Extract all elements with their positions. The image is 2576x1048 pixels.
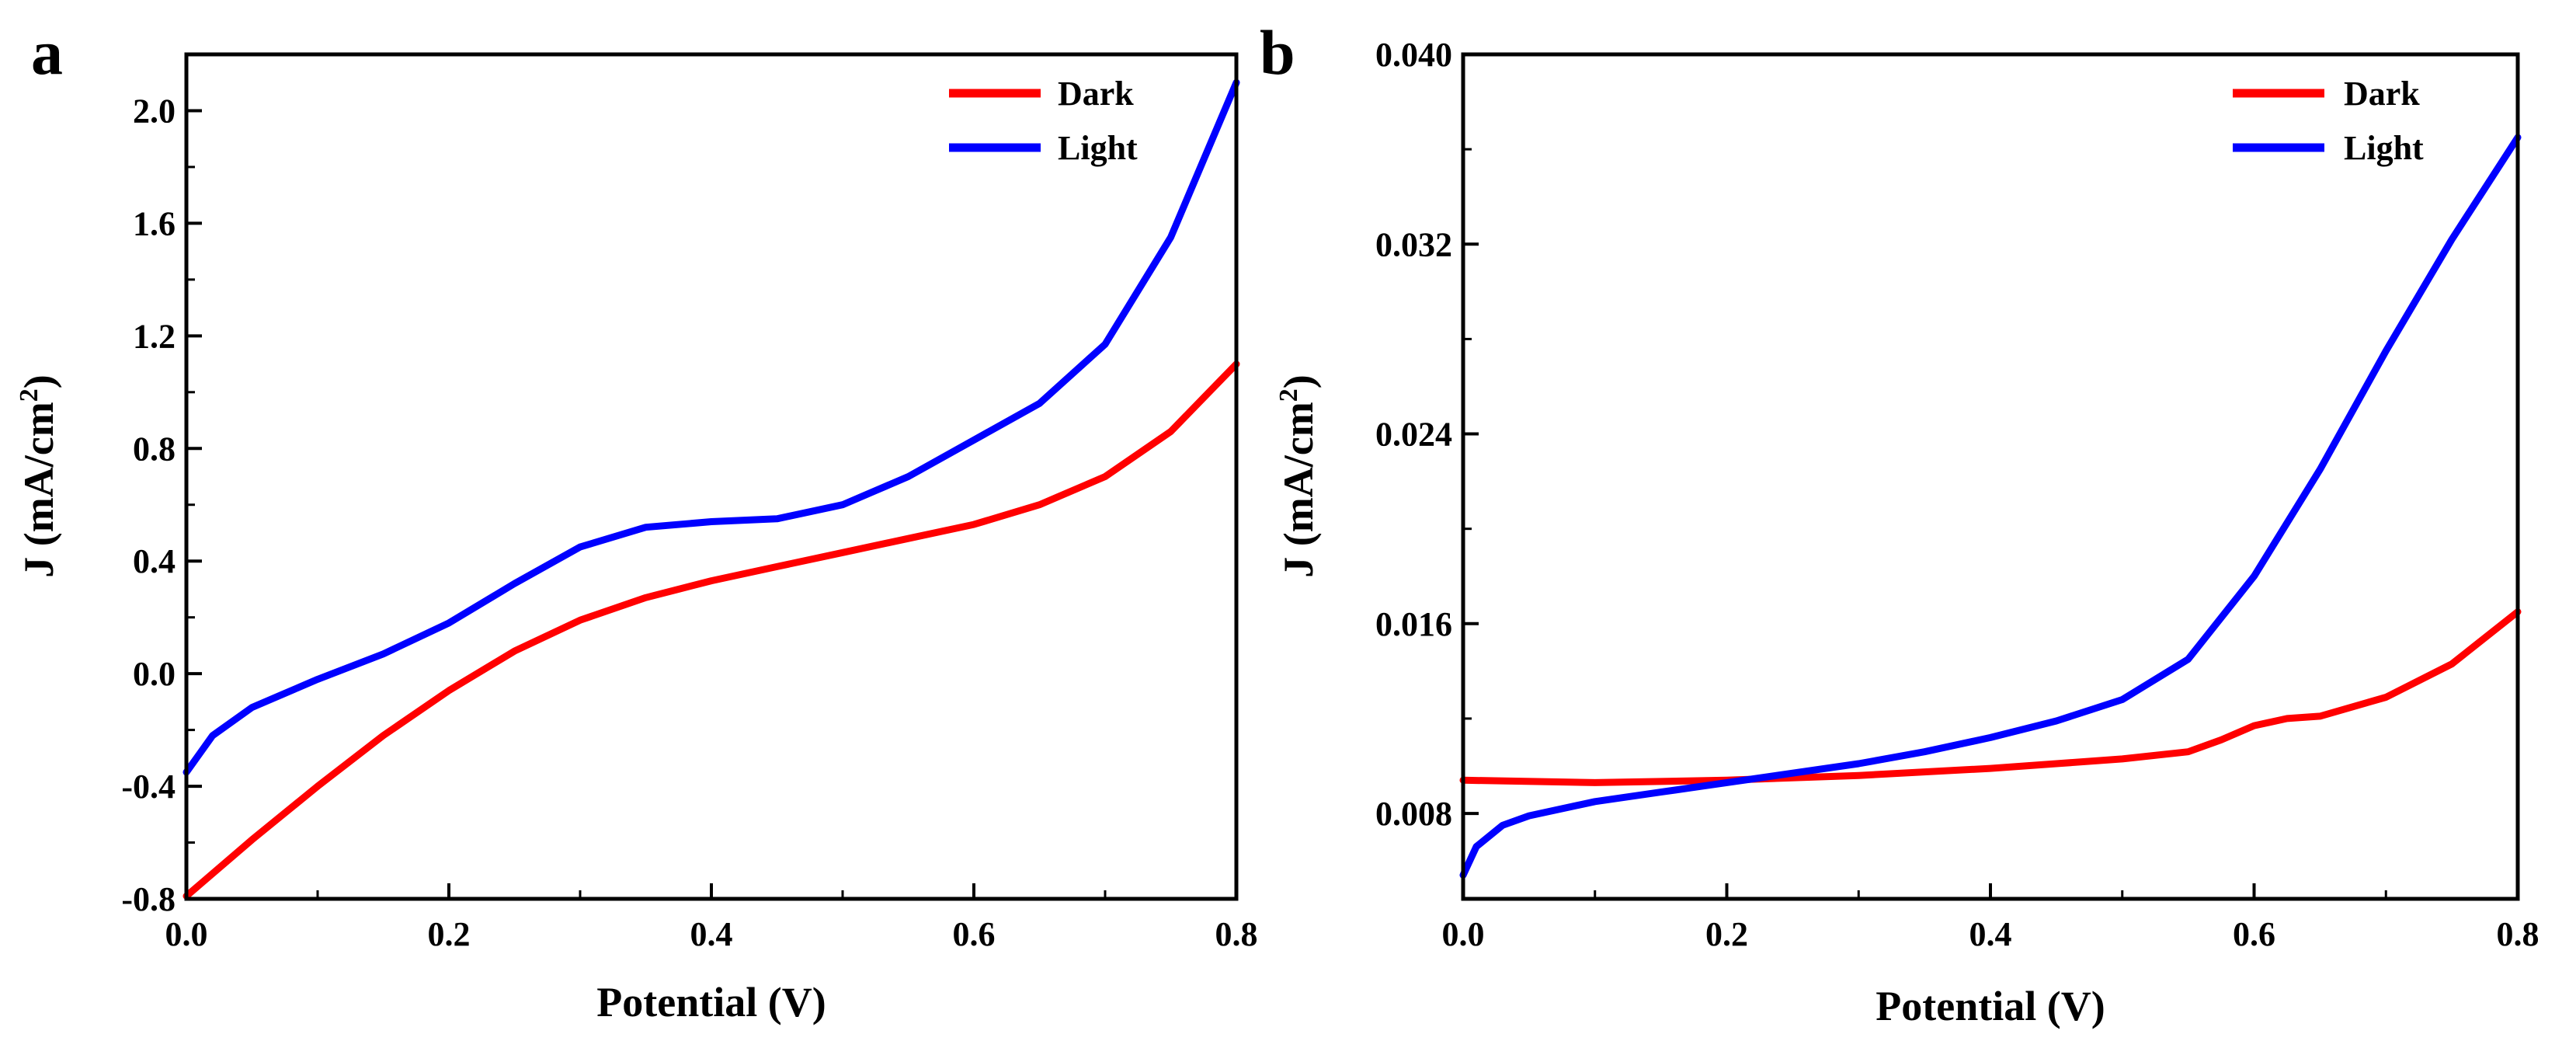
panel-a-x-tick-label: 0.2 (428, 915, 471, 953)
panel-a-x-tick-label: 0.4 (690, 915, 733, 953)
panel-a-frame (184, 52, 1239, 901)
panel-letter-b: b (1260, 17, 1295, 88)
panel-a: a 0.0 0.2 0.4 0.6 0.8 -0.8 -0.4 0.0 0.4 0.8 1.2 1.6… (15, 17, 1258, 1025)
panel-b-ticks: 0.0 0.2 0.4 0.6 0.8 0.008 0.016 0.024 0.032 0.040 (1375, 36, 2539, 953)
panel-a-series-dark-line (183, 360, 1240, 900)
panel-b-x-axis-title: Potential (V) (1876, 983, 2105, 1029)
panel-a-y-title-close: ) (16, 374, 62, 388)
panel-a-y-title-main: J (mA/cm (16, 402, 62, 577)
panel-a-y-axis-title: J (mA/cm2) (15, 374, 62, 577)
panel-b-marks (1459, 134, 2522, 879)
panel-a-y-tick-label: 1.2 (133, 317, 176, 355)
panel-letter-a: a (31, 17, 63, 88)
panel-b-y-tick-label: 0.032 (1375, 225, 1452, 263)
panel-b-y-title-close: ) (1275, 374, 1322, 388)
panel-b-frame (1461, 52, 2520, 901)
panel-a-y-title-sup: 2 (15, 388, 43, 402)
panel-b-x-tick-label: 0.0 (1442, 915, 1485, 953)
panel-a-series-light-line (183, 78, 1240, 776)
panel-b-y-tick-label: 0.008 (1375, 795, 1452, 833)
panel-a-y-tick-label: -0.4 (121, 768, 176, 806)
panel-b-y-tick-label: 0.024 (1375, 416, 1452, 454)
panel-a-y-tick-label: -0.8 (121, 880, 176, 918)
panel-b-y-title-sup: 2 (1274, 388, 1303, 402)
panel-a-legend: Dark Light (949, 75, 1138, 167)
panel-b-y-tick-label: 0.016 (1375, 605, 1452, 643)
panel-b-y-axis-title: J (mA/cm2) (1274, 374, 1322, 577)
panel-a-y-tick-label: 0.0 (133, 655, 176, 693)
panel-b-legend: Dark Light (2233, 75, 2424, 167)
panel-b-series-light-line (1459, 134, 2522, 879)
panel-a-marks (183, 78, 1240, 900)
panel-b-series-dark-line (1459, 608, 2522, 786)
panel-a-ticks: 0.0 0.2 0.4 0.6 0.8 -0.8 -0.4 0.0 0.4 0.8 1.2 1.6 2.… (121, 92, 1257, 953)
panel-b: b 0.0 0.2 0.4 0.6 0.80.0080.0160.0240.0320.0… (1260, 17, 2539, 1029)
panel-a-legend-label-light: Light (1058, 129, 1138, 167)
panel-a-x-tick-label: 0.6 (953, 915, 996, 953)
panel-b-y-tick-label: 0.040 (1375, 36, 1452, 74)
panel-a-x-tick-label: 0.0 (165, 915, 208, 953)
panel-b-x-tick-label: 0.6 (2233, 915, 2275, 953)
panel-a-y-tick-label: 0.8 (133, 430, 176, 468)
panel-b-legend-label-light: Light (2344, 129, 2424, 167)
panel-a-x-axis-title: Potential (V) (596, 979, 826, 1025)
panel-b-y-title-main: J (mA/cm (1275, 402, 1322, 577)
panel-a-y-tick-label: 2.0 (133, 92, 176, 130)
panel-a-x-tick-label: 0.8 (1215, 915, 1258, 953)
panel-b-x-tick-label: 0.8 (2497, 915, 2539, 953)
panel-a-legend-label-dark: Dark (1058, 75, 1134, 113)
panel-b-legend-label-dark: Dark (2344, 75, 2420, 113)
panel-b-x-tick-label: 0.2 (1705, 915, 1748, 953)
panel-a-y-tick-label: 1.6 (133, 204, 176, 242)
panel-b-x-tick-label: 0.4 (1969, 915, 2012, 953)
panel-a-y-tick-label: 0.4 (133, 542, 176, 580)
